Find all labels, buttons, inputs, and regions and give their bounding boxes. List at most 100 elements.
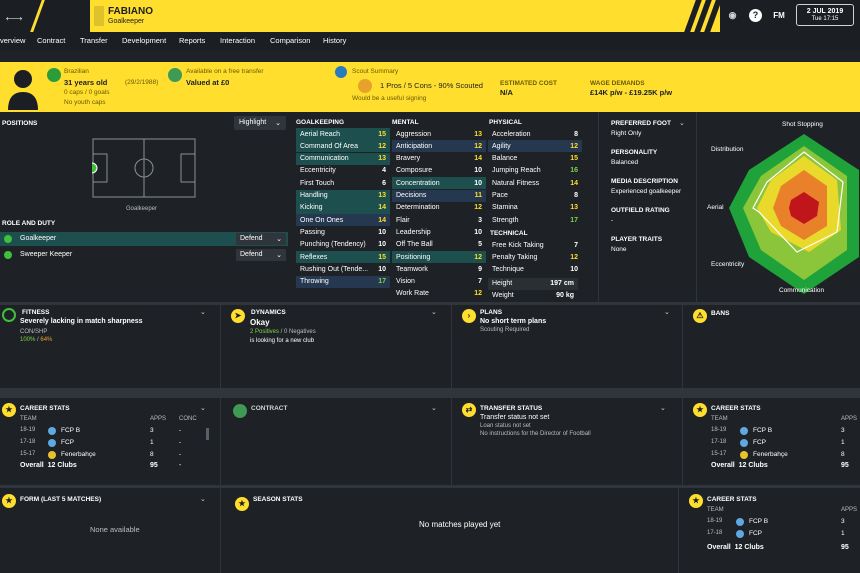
tab-bar: verview Contract Transfer Development Re… (0, 32, 860, 50)
attribute-row[interactable]: Teamwork 9 (392, 263, 486, 275)
chevron-down-icon[interactable]: ⌄ (200, 405, 206, 412)
chevron-down-icon[interactable]: ⌄ (679, 120, 685, 127)
attribute-row[interactable]: Throwing 17 (296, 275, 390, 288)
apps-header: APPS (841, 416, 858, 422)
attribute-row[interactable]: Reflexes 15 (296, 251, 390, 263)
attribute-row[interactable]: Determination 12 (392, 202, 486, 214)
attribute-row[interactable]: Stamina 13 (488, 202, 582, 214)
spacer (0, 50, 860, 62)
form-title[interactable]: FORM (LAST 5 MATCHES) (20, 496, 102, 503)
positions-title[interactable]: POSITIONS (2, 120, 38, 127)
attribute-row[interactable]: Balance 15 (488, 153, 582, 165)
attribute-name: Acceleration (492, 130, 531, 138)
attribute-row[interactable]: Handling 13 (296, 189, 390, 202)
chevron-down-icon[interactable]: ⌄ (431, 405, 437, 412)
career-stats-card-right: ★ CAREER STATS TEAM APPS 18-19 FCP B 3 17-1… (683, 398, 860, 485)
media-description: Experienced goalkeeper (611, 188, 682, 195)
chevron-down-icon[interactable]: ⌄ (200, 309, 206, 316)
attribute-row[interactable]: Decisions 11 (392, 189, 486, 202)
attribute-row[interactable]: Concentration 10 (392, 177, 486, 190)
tab-transfer[interactable]: Transfer (80, 36, 108, 45)
scrollbar[interactable] (206, 428, 209, 440)
attribute-name: Work Rate (396, 290, 429, 298)
fm-menu-button[interactable]: FM (773, 11, 785, 20)
highlight-dropdown[interactable]: Highlight ⌄ (234, 116, 286, 130)
attribute-row[interactable]: Free Kick Taking 7 (488, 239, 582, 251)
plans-title[interactable]: PLANS (480, 309, 503, 316)
attribute-row[interactable]: Pace 8 (488, 190, 582, 202)
attribute-row[interactable]: Command Of Area 12 (296, 140, 390, 153)
attribute-row[interactable]: Acceleration 8 (488, 128, 582, 140)
attribute-row[interactable]: Passing 10 (296, 226, 390, 238)
tab-history[interactable]: History (323, 36, 347, 45)
attribute-row[interactable]: Punching (Tendency) 10 (296, 239, 390, 251)
attribute-row[interactable]: One On Ones 14 (296, 214, 390, 227)
tab-development[interactable]: Development (122, 36, 167, 45)
attribute-row[interactable]: Off The Ball 5 (392, 239, 486, 251)
attribute-row[interactable]: First Touch 6 (296, 177, 390, 189)
attribute-row[interactable]: Jumping Reach 16 (488, 165, 582, 177)
highlight-label: Highlight (239, 119, 267, 126)
attribute-row[interactable]: Penalty Taking 12 (488, 251, 582, 263)
wage-demands: £14K p/w - £19.25K p/w (590, 88, 673, 97)
forward-icon[interactable]: → (11, 8, 25, 24)
mental-title: MENTAL (392, 119, 419, 126)
bans-title: BANS (711, 310, 730, 317)
career-icon: ★ (689, 494, 703, 508)
attribute-row[interactable]: Positioning 12 (392, 251, 486, 263)
date-box[interactable]: 2 JUL 2019 Tue 17:15 (796, 4, 854, 26)
help-icon[interactable]: ? (749, 9, 762, 22)
tab-reports[interactable]: Reports (179, 36, 206, 45)
attribute-row[interactable]: Flair 3 (392, 214, 486, 226)
season-title[interactable]: SEASON STATS (253, 496, 303, 503)
duty-value: Defend (240, 251, 263, 258)
fitness-title[interactable]: FITNESS (22, 309, 50, 316)
scout-line: 1 Pros / 5 Cons - 90% Scouted (380, 81, 483, 90)
attribute-row[interactable]: Kicking 14 (296, 201, 390, 214)
attribute-row[interactable]: Natural Fitness 14 (488, 177, 582, 189)
attribute-row[interactable]: Agility 12 (488, 140, 582, 153)
career-title[interactable]: CAREER STATS (20, 405, 70, 412)
duty-dropdown[interactable]: Defend ⌄ (236, 249, 286, 261)
attribute-row[interactable]: Composure 10 (392, 165, 486, 177)
chevron-down-icon[interactable]: ⌄ (200, 496, 206, 503)
career-title[interactable]: CAREER STATS (711, 405, 761, 412)
career-title[interactable]: CAREER STATS (707, 496, 757, 503)
estimated-cost: N/A (500, 88, 513, 97)
attribute-name: Teamwork (396, 265, 428, 273)
tab-overview[interactable]: verview (0, 36, 26, 45)
dynamics-title[interactable]: DYNAMICS (251, 309, 286, 316)
attribute-row[interactable]: Bravery 14 (392, 153, 486, 165)
attribute-row[interactable]: Communication 13 (296, 152, 390, 165)
duty-dropdown[interactable]: Defend ⌄ (236, 233, 286, 245)
chevron-down-icon[interactable]: ⌄ (431, 309, 437, 316)
transfer-status: Transfer status not set (480, 414, 550, 421)
chevron-down-icon[interactable]: ⌄ (660, 405, 666, 412)
role-row-sweeper-keeper[interactable]: Sweeper Keeper Defend ⌄ (0, 248, 288, 262)
role-row-goalkeeper[interactable]: Goalkeeper Defend ⌄ (0, 232, 288, 246)
attribute-row[interactable]: Anticipation 12 (392, 140, 486, 153)
attribute-row[interactable]: Leadership 10 (392, 226, 486, 238)
transfer-title[interactable]: TRANSFER STATUS (480, 405, 543, 412)
attribute-row[interactable]: Strength 17 (488, 214, 582, 226)
attribute-row[interactable]: Work Rate 12 (392, 288, 486, 300)
back-icon[interactable]: ← (3, 8, 17, 24)
tab-contract[interactable]: Contract (37, 36, 66, 45)
attribute-row[interactable]: Aerial Reach 15 (296, 128, 390, 140)
attributes-panel: GOALKEEPING MENTAL PHYSICAL Aerial Reach… (292, 112, 598, 302)
chevron-down-icon[interactable]: ⌄ (664, 309, 670, 316)
tab-comparison[interactable]: Comparison (270, 36, 311, 45)
career-season: 18-19 (711, 427, 727, 433)
pitch-diagram (92, 138, 196, 198)
current-time: Tue 17:15 (811, 16, 839, 22)
form-card: ★ FORM (LAST 5 MATCHES) ⌄ None available (0, 488, 220, 573)
attribute-row[interactable]: Aggression 13 (392, 128, 486, 140)
weight-value: 90 kg (556, 292, 574, 299)
attribute-row[interactable]: Rushing Out (Tende... 10 (296, 263, 390, 275)
attribute-row[interactable]: Eccentricity 4 (296, 165, 390, 177)
skull-icon[interactable]: ◉ (728, 10, 737, 20)
attribute-row[interactable]: Technique 10 (488, 264, 582, 276)
tab-interaction[interactable]: Interaction (220, 36, 256, 45)
attribute-value: 15 (378, 253, 386, 261)
attribute-row[interactable]: Vision 7 (392, 276, 486, 288)
